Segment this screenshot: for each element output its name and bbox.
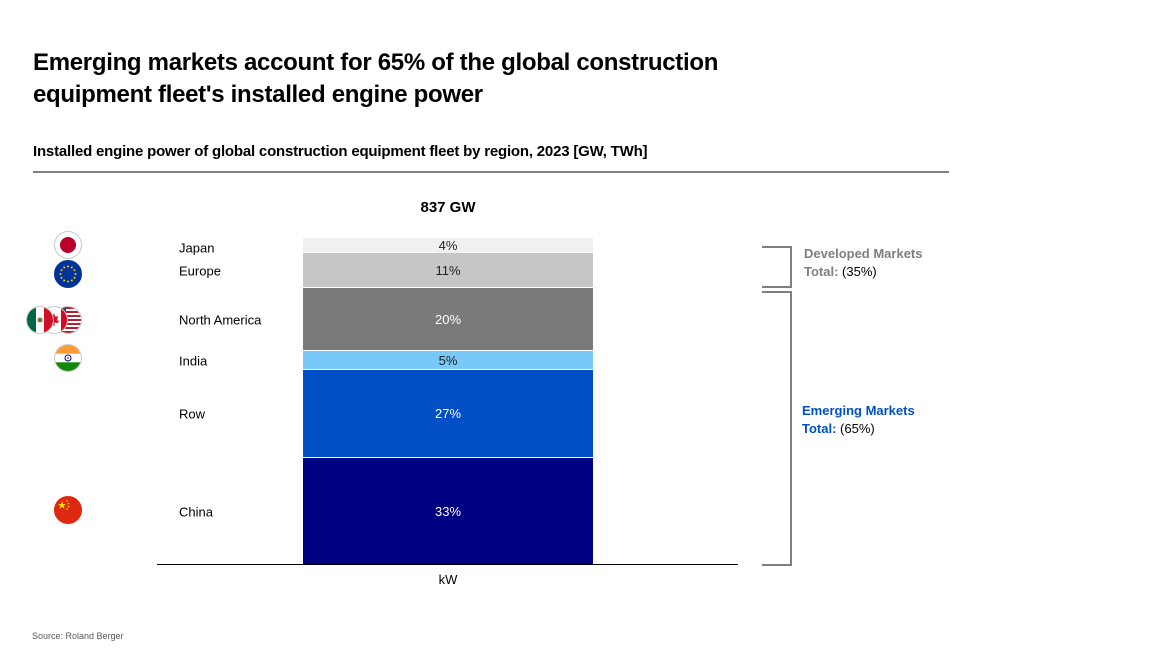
title-divider [33, 171, 949, 173]
region-label-india: India [179, 353, 208, 369]
segment-label-india: 5% [438, 352, 458, 368]
mexico-flag-icon [26, 306, 54, 334]
bar-segment-row: 27% [303, 370, 593, 457]
emerging-total-prefix: Total: [802, 421, 837, 436]
page-title: Emerging markets account for 65% of the … [33, 49, 719, 108]
emerging-markets-title: Emerging Markets [802, 403, 915, 418]
developed-total-prefix: Total: [804, 264, 839, 279]
emerging-markets-bracket [762, 291, 792, 566]
region-label-row: Row [179, 406, 206, 422]
bar-segment-india: 5% [303, 351, 593, 369]
eu-flag-icon [54, 260, 82, 288]
bar-segment-europe: 11% [303, 253, 593, 287]
japan-flag-icon [54, 231, 82, 259]
china-flag-icon [54, 496, 82, 524]
segment-label-row: 27% [434, 406, 462, 421]
bar-segment-china: 33% [303, 458, 593, 564]
bar-total-label: 837 GW [420, 199, 476, 216]
developed-total-value: (35%) [842, 264, 877, 279]
x-axis-label: kW [438, 572, 458, 587]
stacked-bar: 4% 11% 20% 5% 27% 33% [303, 237, 593, 564]
india-flag-icon [54, 344, 82, 372]
segment-label-europe: 11% [435, 262, 461, 278]
segment-label-japan: 4% [434, 237, 462, 253]
region-label-north-america: North America [179, 312, 262, 328]
region-label-europe: Europe [179, 263, 221, 279]
emerging-markets-label: Emerging Markets Total: (65%) [802, 402, 915, 438]
developed-markets-title: Developed Markets [804, 246, 923, 261]
chart-subtitle: Installed engine power of global constru… [33, 143, 648, 160]
bar-segment-north-america: 20% [303, 288, 593, 350]
developed-markets-label: Developed Markets Total: (35%) [804, 245, 923, 281]
segment-label-north-america: 20% [434, 311, 462, 327]
region-label-japan: Japan [179, 240, 215, 256]
region-label-china: China [179, 504, 213, 520]
source-note: Source: Roland Berger [32, 631, 124, 641]
bar-segment-japan: 4% [303, 237, 593, 253]
emerging-total-value: (65%) [840, 421, 875, 436]
developed-markets-bracket [762, 246, 792, 288]
segment-label-china: 33% [434, 503, 462, 519]
x-axis-line [157, 564, 738, 565]
